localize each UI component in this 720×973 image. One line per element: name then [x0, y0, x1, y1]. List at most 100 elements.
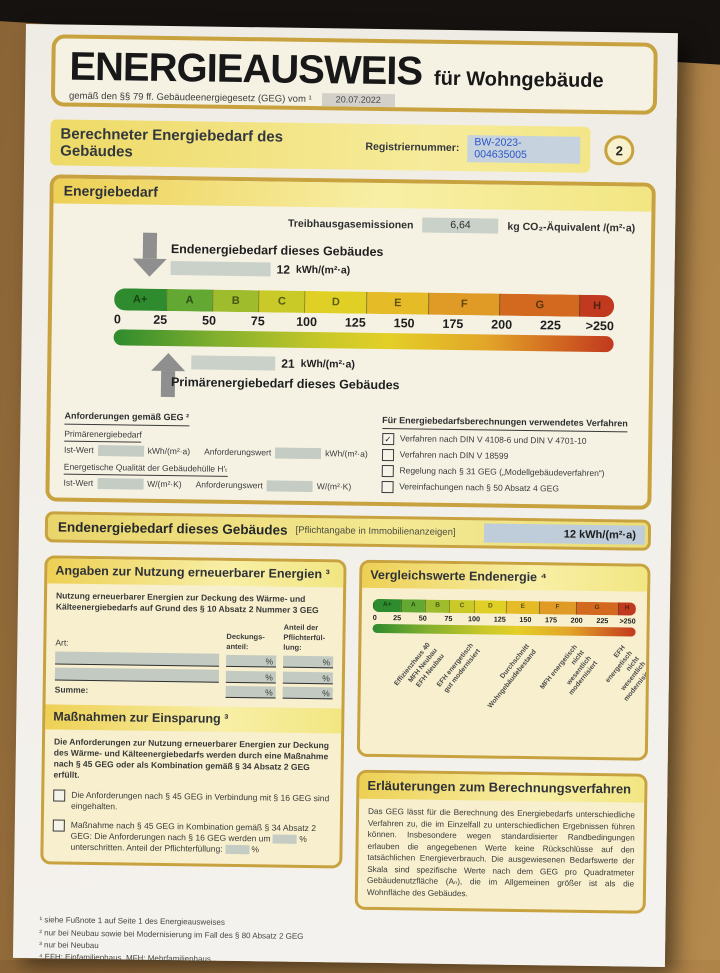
scale-band: F	[538, 601, 576, 615]
comparison-label: EFH energetisch gut modernisiert	[435, 642, 482, 695]
summer-checkbox	[226, 500, 239, 510]
method-label: Regelung nach § 31 GEG („Modellgebäudeve…	[399, 464, 605, 478]
scale-band: A+	[372, 598, 401, 613]
prim-requirement-heading: Primärenergiebedarf	[64, 428, 142, 443]
method-label: Verfahren nach DIN V 4108-6 und DIN V 47…	[399, 432, 587, 446]
sum-label: Summe:	[54, 684, 89, 696]
savings-option2-checkbox	[52, 819, 65, 832]
percent-field	[224, 844, 250, 855]
registry-label: Registriernummer:	[365, 140, 460, 155]
ist-wert-label: Ist-Wert	[63, 444, 94, 455]
endenergiebedarf-block: Endenergiebedarf dieses Gebäudes 12 kWh/…	[52, 231, 651, 295]
ist-wert-field	[97, 444, 144, 457]
renewables-sum-row: Summe: % %	[55, 684, 333, 700]
primaerenergiebedarf-value: 21	[281, 356, 295, 371]
method-checkbox	[381, 464, 394, 477]
energiebedarf-box: Energiebedarf Treibhausgasemissionen 6,6…	[45, 174, 656, 510]
law-reference: gemäß den §§ 79 ff. Gebäudeenergiegesetz…	[68, 90, 312, 105]
comparison-label: MFH energetisch nicht wesentlich moderni…	[538, 644, 600, 698]
registry-number: BW-2023-004635005	[467, 134, 581, 164]
primaerenergiebedarf-block: 21 kWh/(m²·a) Primärenergiebedarf dieses…	[51, 349, 650, 409]
scale-band: C	[449, 599, 474, 614]
primaerenergiebedarf-label: Primärenergiebedarf dieses Gebäudes	[170, 375, 400, 393]
law-date-value: 20.07.2022	[321, 93, 395, 108]
document-title: ENERGIEAUSWEIS	[69, 44, 423, 94]
comparison-gradient-bar	[372, 624, 636, 637]
method-label: Vereinfachungen nach § 50 Absatz 4 GEG	[399, 480, 560, 494]
comparison-label: EFH energetisch nicht wesentlich moderni…	[604, 644, 651, 704]
document-subtitle: für Wohngebäude	[433, 67, 604, 93]
requirements-column: Anforderungen gemäß GEG ² Primärenergieb…	[63, 410, 368, 510]
renewables-row: % %	[54, 667, 333, 685]
endenergiebedarf-value: 12	[276, 262, 291, 277]
endbar-value-box: 12 kWh/(m²·a)	[483, 523, 646, 545]
unit-kwh: kWh/(m²·a)	[325, 447, 368, 459]
energy-scale: A+ A B C D E F G H 0 25 50 75 100 125 15…	[113, 288, 615, 353]
tick: 175	[544, 615, 558, 625]
page-number-badge: 2	[604, 135, 635, 166]
savings-option2-text3: %	[251, 843, 260, 855]
scale-band: F	[428, 292, 500, 316]
tick: 200	[491, 317, 513, 332]
savings-intro: Die Anforderungen zur Nutzung erneuerbar…	[53, 736, 330, 781]
envelope-heading: Energetische Qualität der Gebäudehülle H…	[63, 461, 228, 477]
endenergiebedarf-label: Endenergiebedarf dieses Gebäudes	[170, 242, 384, 260]
section-title: Berechneter Energiebedarf des Gebäudes	[60, 125, 284, 161]
tick: 200	[570, 615, 583, 625]
unit-kwh: kWh/(m²·a)	[147, 445, 191, 457]
scale-band: G	[499, 293, 580, 317]
methods-column: Für Energiebedarfsberechnungen verwendet…	[381, 415, 635, 510]
endenergiebedarf-value-box	[170, 261, 271, 277]
scale-band: H	[617, 602, 636, 616]
certificate-paper: ENERGIEAUSWEIS für Wohngebäude gemäß den…	[12, 24, 678, 968]
art-field	[55, 651, 220, 668]
method-checkbox	[381, 480, 394, 493]
energy-gradient-bar	[113, 329, 614, 353]
renewables-row: % %	[55, 651, 334, 669]
coverage-sum-field: %	[225, 686, 276, 699]
scale-band: A+	[114, 288, 167, 311]
tick: 100	[296, 314, 318, 330]
anforderungswert-field	[266, 480, 313, 492]
endenergiebedarf-bar: Endenergiebedarf dieses Gebäudes [Pflich…	[44, 511, 652, 551]
method-checkbox	[381, 448, 394, 461]
comparison-label: Durchschnitt Wohngebäudebestand	[486, 643, 538, 711]
tick: 225	[596, 616, 609, 626]
tick: 225	[539, 318, 561, 333]
scale-band: B	[424, 599, 450, 613]
coverage-field: %	[225, 671, 276, 684]
art-field	[54, 667, 219, 684]
primaerenergiebedarf-value-box	[191, 355, 276, 371]
comparison-scale: A+ A B C D E F G H 0 25	[372, 598, 636, 637]
footnotes: ¹ siehe Fußnote 1 auf Seite 1 des Energi…	[39, 915, 646, 973]
explanation-box: Erläuterungen zum Berechnungsverfahren D…	[354, 770, 648, 914]
ist-wert-label: Ist-Wert	[63, 477, 94, 488]
tick: 50	[201, 313, 217, 328]
tick: >250	[619, 616, 636, 626]
scale-band: H	[579, 294, 615, 318]
tick: 125	[493, 614, 506, 624]
tick: >250	[585, 318, 614, 334]
method-label: Verfahren nach DIN V 18599	[399, 448, 509, 461]
tick: 25	[393, 613, 402, 623]
endenergiebedarf-unit: kWh/(m²·a)	[295, 263, 351, 277]
anforderungswert-label: Anforderungswert	[204, 446, 272, 458]
col-coverage-label: Deckungs- anteil:	[226, 631, 265, 651]
scale-band: D	[304, 290, 367, 314]
scale-band: G	[575, 601, 618, 616]
renewables-and-savings-box: Angaben zur Nutzung erneuerbarer Energie…	[40, 555, 347, 869]
unit-w: W/(m²·K)	[147, 478, 182, 490]
comparison-labels: Effizienzhaus 40 MFH Neubau EFH Neubau E…	[369, 637, 650, 749]
method-checkbox: ✓	[381, 432, 395, 445]
down-arrow-icon	[132, 232, 167, 277]
comparison-label: Effizienzhaus 40 MFH Neubau EFH Neubau	[393, 642, 446, 689]
ghg-label: Treibhausgasemissionen	[287, 217, 414, 231]
methods-title: Für Energiebedarfsberechnungen verwendet…	[382, 415, 628, 433]
savings-option1-label: Die Anforderungen nach § 45 GEG in Verbi…	[71, 789, 330, 811]
tick: 175	[442, 316, 464, 332]
comparison-box: Vergleichswerte Endenergie ⁴ A+ A B C D …	[356, 559, 651, 762]
percent-field	[272, 834, 297, 844]
col-duty-label: Anteil der Pflichterfül- lung:	[283, 622, 326, 652]
duty-field: %	[283, 655, 334, 669]
tick: 125	[344, 315, 366, 330]
